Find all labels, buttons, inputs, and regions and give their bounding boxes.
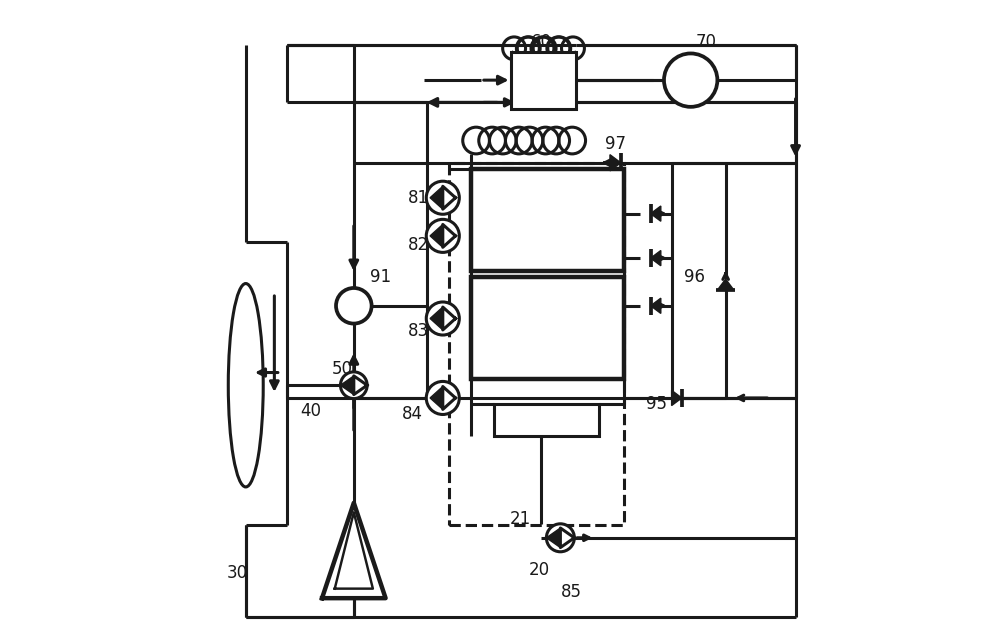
Polygon shape	[651, 250, 661, 266]
Circle shape	[546, 524, 574, 552]
Text: 70: 70	[696, 33, 717, 51]
Polygon shape	[443, 224, 456, 247]
Text: 91: 91	[370, 268, 391, 286]
Polygon shape	[430, 186, 443, 209]
Polygon shape	[430, 224, 443, 247]
Polygon shape	[546, 528, 560, 548]
Text: 10: 10	[363, 580, 384, 598]
Polygon shape	[340, 376, 354, 394]
Circle shape	[426, 219, 459, 252]
Text: 92: 92	[589, 192, 610, 210]
Polygon shape	[718, 279, 734, 290]
Text: 85: 85	[560, 583, 581, 601]
Circle shape	[426, 382, 459, 415]
Text: 94: 94	[589, 300, 610, 318]
Circle shape	[336, 288, 372, 324]
Polygon shape	[651, 206, 661, 221]
Polygon shape	[443, 387, 456, 410]
Text: 21: 21	[510, 510, 531, 527]
Polygon shape	[651, 298, 661, 313]
Polygon shape	[443, 307, 456, 330]
Polygon shape	[430, 387, 443, 410]
Polygon shape	[322, 503, 386, 598]
Polygon shape	[610, 155, 621, 171]
Polygon shape	[354, 376, 367, 394]
Text: 40: 40	[300, 402, 321, 420]
Text: 83: 83	[408, 322, 429, 340]
Circle shape	[340, 372, 367, 399]
Text: 95: 95	[646, 396, 667, 413]
Bar	[511, 52, 576, 109]
Circle shape	[664, 54, 717, 107]
Text: 93: 93	[589, 246, 610, 264]
Text: 96: 96	[684, 268, 705, 286]
Text: 84: 84	[401, 405, 422, 423]
Text: 50: 50	[332, 361, 353, 378]
Circle shape	[426, 181, 459, 214]
Polygon shape	[672, 390, 682, 406]
Circle shape	[426, 302, 459, 335]
Text: 82: 82	[408, 236, 429, 254]
Polygon shape	[443, 186, 456, 209]
Text: 81: 81	[408, 189, 429, 207]
Text: 60: 60	[531, 33, 552, 51]
Bar	[494, 404, 599, 436]
Polygon shape	[560, 528, 574, 548]
Bar	[471, 169, 624, 271]
Bar	[449, 163, 624, 525]
Polygon shape	[430, 307, 443, 330]
Text: 30: 30	[227, 564, 248, 582]
Ellipse shape	[228, 283, 263, 487]
Text: 20: 20	[529, 561, 550, 578]
Text: 97: 97	[605, 134, 626, 153]
Bar	[471, 277, 624, 379]
